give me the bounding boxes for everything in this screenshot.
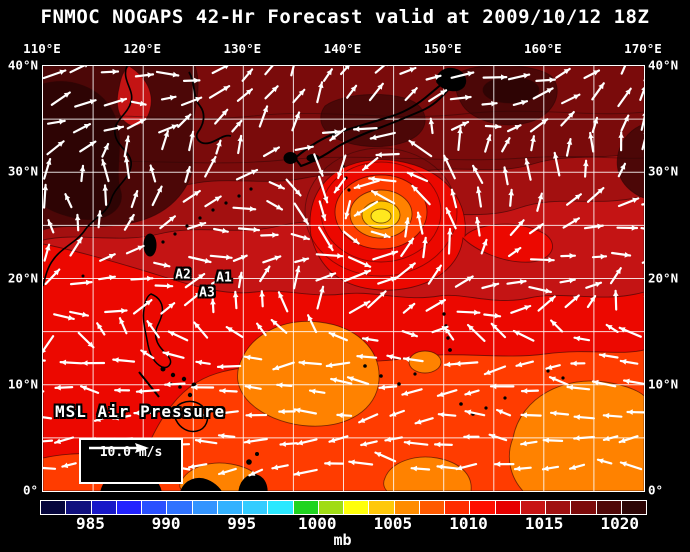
storm-label: A3 [199,285,215,301]
colorbar-segment [191,501,217,514]
colorbar-tick-label: 1000 [298,514,337,533]
colorbar-segment [115,501,141,514]
colorbar-segment [267,501,293,514]
storm-label: A1 [216,270,232,286]
colorbar-segment [393,501,419,514]
colorbar-tick-label: 985 [75,514,105,533]
colorbar-segment [469,501,495,514]
lat-tick-label: 0° [22,482,38,498]
colorbar-segment [444,501,470,514]
colorbar-segment [317,501,343,514]
lon-tick-label: 120°E [123,41,161,56]
lat-tick-label: 30°N [648,163,679,179]
storm-label: A2 [175,267,191,283]
colorbar-segment [494,501,520,514]
lon-tick-label: 150°E [423,41,462,56]
colorbar-tick-label: 1005 [373,514,413,533]
lat-tick-label: 40°N [7,57,38,73]
colorbar-segment [343,501,369,514]
pressure-wind-map: .h{fill:#fff;stroke:none;} [43,66,644,491]
colorbar-segment [166,501,192,514]
colorbar-tick-label: 990 [151,514,181,533]
colorbar-tick-label: 1010 [449,514,488,533]
lat-tick-label: 20°N [7,270,38,285]
colorbar-segment [595,501,621,514]
lon-tick-label: 170°E [624,41,662,56]
colorbar-segment [65,501,91,514]
map-plot-area: .h{fill:#fff;stroke:none;} MSL Air Press… [42,65,645,492]
colorbar-segment [545,501,571,514]
colorbar-segment [141,501,167,514]
lat-tick-label: 20°N [648,270,679,285]
field-label: MSL Air Pressure [55,402,226,421]
colorbar-segment [242,501,268,514]
colorbar-segment [418,501,444,514]
chart-title: FNMOC NOGAPS 42-Hr Forecast valid at 200… [40,6,650,28]
colorbar-segment [41,501,66,514]
colorbar-segment [90,501,116,514]
lon-tick-label: 160°E [524,41,562,56]
colorbar-tick-label: 1020 [600,514,640,533]
lat-tick-label: 40°N [648,57,679,73]
lat-tick-label: 0° [648,482,664,498]
colorbar-segment [292,501,318,514]
lon-tick-label: 140°E [323,41,362,56]
lat-tick-label: 30°N [7,163,38,179]
lat-tick-label: 10°N [648,376,679,392]
wind-scale-arrow-icon [89,443,149,453]
colorbar-segment [519,501,545,514]
colorbar-segment [620,501,646,514]
colorbar-tick-label: 1015 [524,514,564,533]
wind-scale-legend: 10.0 m/s [79,438,183,484]
colorbar [40,500,647,515]
colorbar-segment [368,501,394,514]
colorbar-segment [216,501,242,514]
lat-tick-label: 10°N [7,376,38,392]
colorbar-unit: mb [333,531,352,549]
colorbar-segment [570,501,596,514]
colorbar-tick-label: 995 [227,514,257,533]
lon-tick-label: 130°E [223,41,262,56]
lon-tick-label: 110°E [23,41,61,56]
